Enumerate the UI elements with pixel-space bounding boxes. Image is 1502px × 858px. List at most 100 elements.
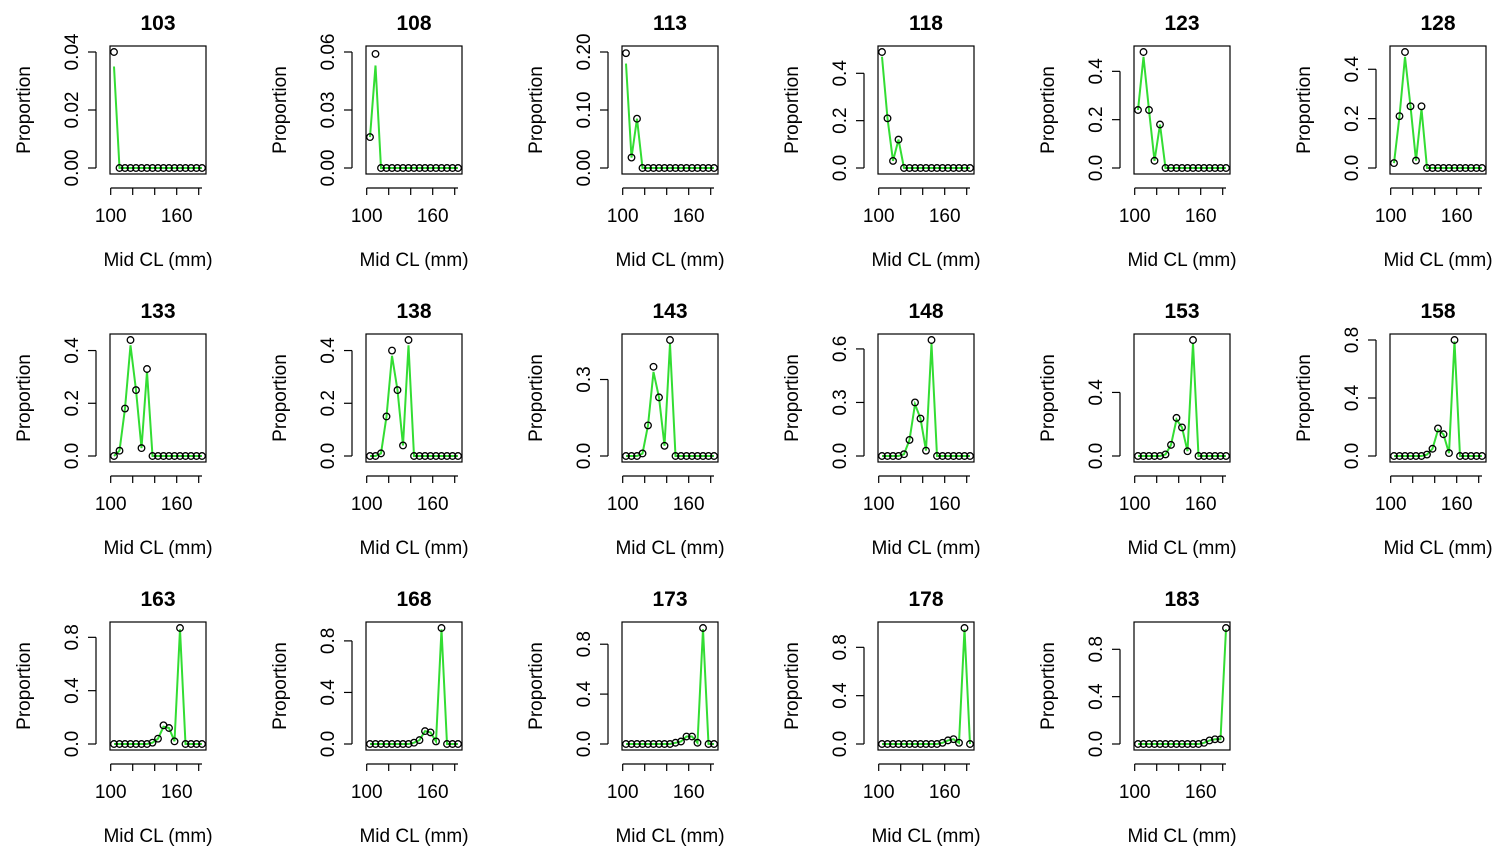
observed-point — [448, 452, 457, 460]
observed-point — [627, 452, 636, 460]
observed-point — [181, 452, 190, 460]
observed-point — [1161, 450, 1170, 459]
observed-point — [1434, 424, 1442, 433]
observed-point — [922, 446, 930, 455]
panel-118: 118 0.0 0.2 0.4 Proportion 100 160 Mid CL (mm) — [782, 12, 981, 271]
x-tick-label: 160 — [1441, 494, 1473, 515]
observed-point — [927, 740, 936, 748]
observed-point — [443, 740, 451, 748]
observed-point — [126, 336, 135, 344]
x-axis-label: Mid CL (mm) — [359, 826, 468, 847]
x-tick-label: 100 — [1119, 206, 1151, 227]
observed-point — [878, 48, 886, 56]
x-axis-label: Mid CL (mm) — [359, 538, 468, 559]
observed-point — [1401, 452, 1409, 460]
observed-point — [1189, 740, 1197, 748]
y-tick-label: 0.02 — [62, 92, 83, 129]
x-axis-label: Mid CL (mm) — [871, 250, 980, 271]
observed-point — [126, 164, 135, 172]
observed-point — [443, 164, 451, 172]
y-tick-label: 0.0 — [1086, 443, 1107, 469]
observed-point — [388, 346, 396, 355]
panel-138: 138 0.0 0.2 0.4 Proportion 100 160 Mid CL (mm) — [270, 300, 469, 559]
observed-point — [1222, 624, 1230, 632]
x-tick-label: 100 — [351, 494, 383, 515]
observed-point — [1200, 452, 1208, 460]
observed-point — [677, 164, 685, 172]
observed-point — [1395, 452, 1404, 460]
observed-point — [622, 452, 630, 460]
observed-point — [1406, 452, 1415, 460]
observed-point — [649, 164, 658, 172]
y-tick-label: 0.4 — [1086, 58, 1107, 85]
observed-point — [1222, 452, 1230, 460]
observed-point — [1139, 452, 1148, 460]
observed-point — [699, 452, 707, 460]
observed-point — [1145, 452, 1153, 460]
panel-title: 108 — [396, 12, 431, 35]
panel-143: 143 0.0 0.3 Proportion 100 160 Mid CL (mm) — [526, 300, 725, 559]
x-tick-label: 100 — [607, 494, 639, 515]
observed-point — [955, 452, 963, 460]
y-tick-label: 0.0 — [830, 443, 851, 469]
fitted-line — [626, 343, 714, 457]
observed-point — [393, 164, 402, 172]
observed-point — [949, 164, 958, 172]
observed-point — [192, 164, 201, 172]
plot-frame — [109, 333, 207, 463]
observed-point — [666, 336, 674, 344]
observed-point — [682, 452, 691, 460]
y-tick-label: 0.20 — [574, 34, 595, 71]
x-tick-label: 160 — [673, 782, 705, 803]
observed-point — [1161, 164, 1170, 172]
plot-frame — [365, 621, 463, 751]
observed-point — [399, 740, 407, 748]
observed-point — [960, 164, 969, 172]
observed-point — [404, 740, 413, 748]
plot-frame — [1133, 333, 1231, 463]
observed-point — [366, 452, 374, 460]
observed-point — [1139, 48, 1148, 56]
observed-point — [1222, 164, 1230, 172]
x-tick-label: 100 — [95, 494, 127, 515]
x-axis-label: Mid CL (mm) — [615, 826, 724, 847]
observed-point — [132, 386, 140, 395]
observed-point — [432, 452, 440, 460]
panel-title: 128 — [1420, 12, 1455, 35]
plot-frame — [877, 333, 975, 463]
observed-point — [421, 727, 429, 736]
x-tick-label: 160 — [929, 494, 961, 515]
x-tick-label: 100 — [863, 206, 895, 227]
observed-point — [121, 164, 129, 172]
observed-point — [644, 421, 652, 430]
observed-point — [1139, 740, 1148, 748]
observed-point — [638, 740, 647, 748]
x-tick-label: 160 — [161, 206, 193, 227]
observed-point — [1450, 336, 1459, 344]
observed-point — [1194, 452, 1203, 460]
x-tick-label: 160 — [1185, 494, 1217, 515]
observed-point — [404, 164, 413, 172]
observed-point — [710, 740, 718, 748]
observed-point — [1211, 164, 1219, 172]
observed-point — [1478, 164, 1486, 172]
panel-title: 158 — [1420, 300, 1455, 323]
observed-point — [966, 452, 974, 460]
observed-point — [1450, 164, 1459, 172]
observed-point — [905, 435, 914, 444]
observed-point — [1183, 164, 1192, 172]
observed-point — [955, 164, 963, 172]
plot-frame — [1389, 45, 1487, 175]
fitted-line — [114, 629, 202, 745]
y-tick-label: 0.4 — [1086, 379, 1107, 406]
y-tick-label: 0.8 — [1342, 327, 1363, 353]
y-tick-label: 0.00 — [62, 150, 83, 187]
plot-frame — [109, 621, 207, 751]
observed-point — [922, 740, 930, 748]
observed-point — [148, 738, 157, 747]
observed-point — [949, 735, 958, 744]
y-axis-label: Proportion — [782, 354, 803, 442]
observed-point — [1205, 452, 1214, 460]
plot-frame — [1133, 621, 1231, 751]
observed-point — [911, 398, 919, 407]
